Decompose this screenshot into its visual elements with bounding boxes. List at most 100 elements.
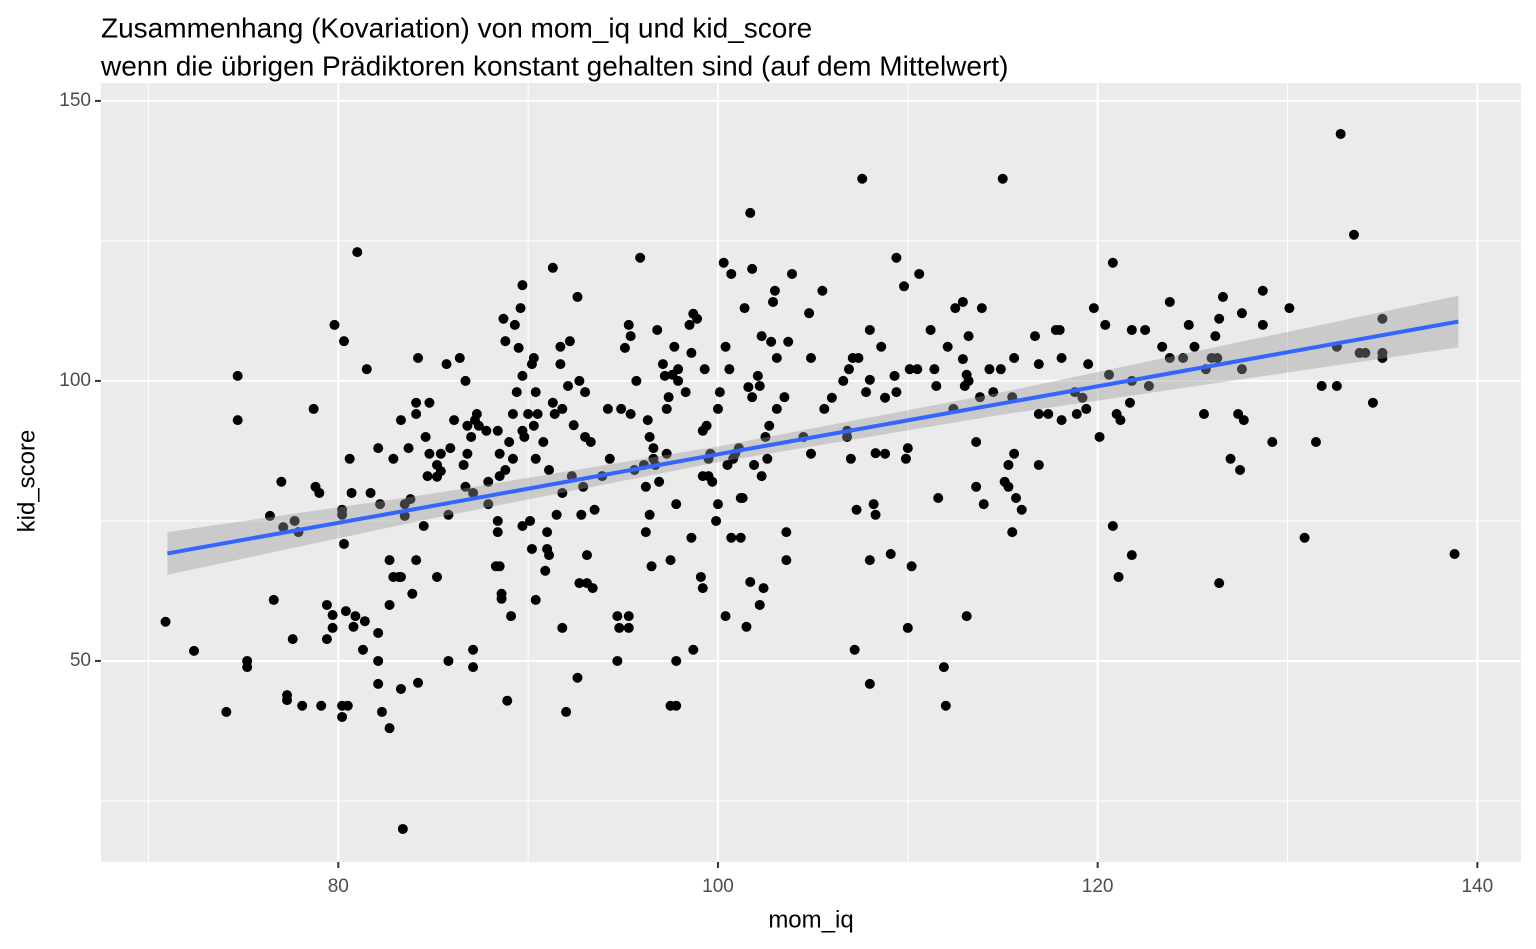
point bbox=[1257, 285, 1268, 296]
point bbox=[1143, 380, 1154, 391]
point bbox=[515, 303, 526, 314]
regression-line bbox=[167, 319, 1459, 556]
point bbox=[692, 313, 703, 324]
point bbox=[555, 341, 566, 352]
point bbox=[826, 392, 837, 403]
point bbox=[842, 431, 853, 442]
point bbox=[519, 431, 530, 442]
point bbox=[1104, 369, 1115, 380]
point bbox=[468, 662, 479, 673]
point bbox=[806, 352, 816, 363]
y-axis-label: kid_score bbox=[13, 430, 40, 533]
point bbox=[688, 644, 699, 655]
point bbox=[756, 471, 767, 482]
point bbox=[1367, 397, 1378, 408]
point bbox=[864, 555, 875, 566]
point bbox=[754, 380, 765, 391]
point bbox=[695, 571, 706, 582]
point bbox=[648, 443, 659, 454]
point bbox=[612, 655, 623, 666]
point bbox=[762, 453, 773, 464]
point bbox=[684, 319, 695, 330]
point bbox=[517, 520, 528, 531]
y-tick-label: 50 bbox=[70, 650, 91, 671]
point bbox=[462, 420, 473, 431]
point bbox=[864, 374, 875, 385]
point bbox=[316, 700, 327, 711]
point bbox=[395, 415, 406, 426]
point bbox=[619, 342, 630, 353]
point bbox=[752, 370, 763, 381]
point bbox=[460, 375, 471, 386]
point bbox=[544, 550, 555, 561]
point bbox=[373, 627, 384, 638]
point bbox=[329, 319, 340, 330]
point bbox=[411, 555, 422, 566]
point bbox=[384, 555, 395, 566]
point bbox=[1348, 229, 1359, 240]
point bbox=[661, 448, 672, 459]
point bbox=[1214, 578, 1225, 589]
point bbox=[264, 510, 275, 521]
point bbox=[870, 509, 881, 520]
point bbox=[397, 823, 408, 834]
point bbox=[988, 387, 999, 398]
point bbox=[602, 403, 613, 414]
point bbox=[891, 252, 902, 263]
point bbox=[189, 645, 200, 656]
point bbox=[373, 678, 384, 689]
point bbox=[1113, 571, 1124, 582]
point bbox=[547, 397, 558, 408]
point bbox=[540, 565, 551, 576]
point bbox=[530, 387, 541, 398]
point bbox=[906, 561, 917, 572]
point bbox=[764, 420, 775, 431]
point bbox=[686, 532, 697, 543]
point bbox=[342, 700, 353, 711]
point bbox=[473, 420, 484, 431]
point bbox=[574, 375, 585, 386]
point bbox=[449, 415, 460, 426]
point bbox=[625, 408, 636, 419]
point bbox=[344, 453, 355, 464]
point bbox=[931, 380, 942, 391]
point bbox=[511, 387, 522, 398]
point bbox=[938, 662, 949, 673]
point bbox=[1331, 380, 1342, 391]
point bbox=[357, 644, 368, 655]
point bbox=[443, 655, 454, 666]
point bbox=[1115, 415, 1126, 426]
point bbox=[492, 515, 503, 526]
point bbox=[974, 392, 985, 403]
point bbox=[654, 476, 665, 487]
point bbox=[468, 644, 479, 655]
point bbox=[771, 352, 782, 363]
point bbox=[530, 594, 541, 605]
point bbox=[646, 561, 657, 572]
point bbox=[697, 583, 708, 594]
point bbox=[870, 448, 881, 459]
point bbox=[530, 453, 541, 464]
point bbox=[902, 443, 913, 454]
point bbox=[1107, 520, 1118, 531]
point bbox=[321, 599, 332, 610]
point bbox=[912, 364, 923, 375]
point bbox=[817, 285, 828, 296]
point bbox=[1126, 550, 1137, 561]
y-tick-label: 150 bbox=[59, 90, 91, 111]
point bbox=[561, 706, 572, 717]
point bbox=[564, 336, 575, 347]
point bbox=[1335, 128, 1346, 139]
point bbox=[671, 700, 682, 711]
point bbox=[587, 583, 598, 594]
point bbox=[481, 425, 492, 436]
point bbox=[544, 464, 555, 475]
point bbox=[957, 354, 968, 365]
point bbox=[745, 576, 756, 587]
point bbox=[287, 634, 298, 645]
point bbox=[929, 364, 940, 375]
point bbox=[321, 634, 332, 645]
x-tick-label: 80 bbox=[328, 876, 349, 897]
point bbox=[712, 499, 723, 510]
point bbox=[701, 420, 712, 431]
